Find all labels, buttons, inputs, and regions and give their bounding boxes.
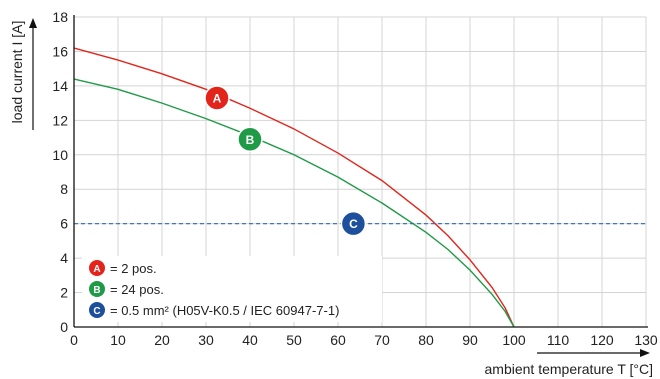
y-tick-label: 4 <box>60 250 68 266</box>
legend-badge-letter: A <box>93 264 100 275</box>
y-tick-label: 8 <box>60 181 68 197</box>
legend-badge-b <box>89 281 105 297</box>
x-tick-label: 100 <box>502 332 526 348</box>
y-tick-label: 6 <box>60 216 68 232</box>
legend-entry-c: = 0.5 mm² (H05V-K0.5 / IEC 60947-7-1) <box>110 303 339 318</box>
x-tick-label: 20 <box>154 332 170 348</box>
y-axis-arrow-icon <box>29 18 37 28</box>
y-tick-label: 18 <box>52 9 68 25</box>
series-line-b <box>74 78 515 327</box>
y-tick-label: 12 <box>52 112 68 128</box>
x-tick-label: 70 <box>374 332 390 348</box>
y-tick-label: 2 <box>60 285 68 301</box>
series-marker-b <box>237 126 263 153</box>
legend-badge-c <box>89 302 105 318</box>
x-tick-label: 10 <box>110 332 126 348</box>
y-tick-label: 10 <box>52 147 68 163</box>
legend-badge-letter: B <box>93 285 100 296</box>
legend-entry-b: = 24 pos. <box>110 282 164 297</box>
y-tick-label: 16 <box>52 43 68 59</box>
series-marker-letter: A <box>213 91 222 105</box>
axes <box>29 15 650 357</box>
legend-entry-a: = 2 pos. <box>110 261 157 276</box>
series-marker-a <box>204 85 230 111</box>
y-tick-label: 14 <box>52 78 68 94</box>
series-layer <box>74 47 646 327</box>
x-tick-label: 130 <box>634 332 658 348</box>
x-tick-label: 110 <box>547 332 570 348</box>
x-tick-label: 60 <box>330 332 346 348</box>
series-marker-letter: B <box>246 133 255 147</box>
x-tick-label: 30 <box>198 332 214 348</box>
x-tick-label: 120 <box>590 332 614 348</box>
x-tick-label: 50 <box>286 332 302 348</box>
series-marker-letter: C <box>349 217 358 231</box>
x-axis-arrow-icon <box>640 349 650 357</box>
legend-background <box>82 256 382 322</box>
series-marker-c <box>340 210 367 237</box>
x-tick-label: 90 <box>462 332 478 348</box>
tick-labels: 0 10 20 30 40 50 60 70 80 90 100 110 120 130 0 2 4 6 8 10 12… <box>52 9 657 348</box>
x-tick-label: 0 <box>70 332 78 348</box>
legend-badge-a <box>89 260 105 276</box>
series-line-a <box>74 47 515 327</box>
x-tick-label: 80 <box>418 332 434 348</box>
legend: A = 2 pos. B = 24 pos. C = 0.5 mm² (H05V-K0.5… <box>82 256 382 322</box>
legend-badge-letter: C <box>93 306 100 317</box>
x-axis-label: ambient temperature T [°C] <box>485 361 654 377</box>
y-tick-label: 0 <box>60 319 68 335</box>
x-tick-label: 40 <box>242 332 258 348</box>
series-markers: A B C <box>204 85 367 237</box>
y-axis-label: load current I [A] <box>9 21 25 124</box>
